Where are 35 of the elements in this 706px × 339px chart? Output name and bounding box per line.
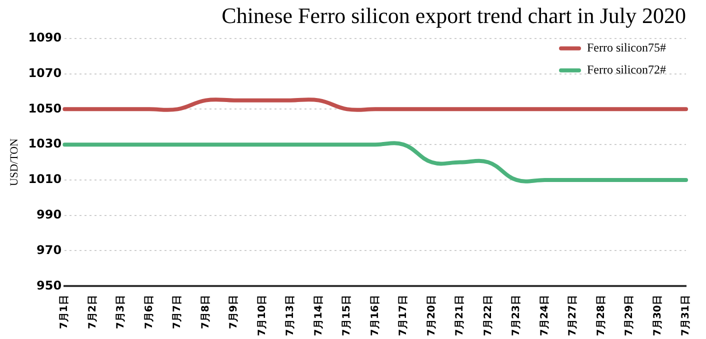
x-tick-label: 7月23日 [511,295,522,336]
y-tick-label: 1090 [28,30,62,45]
y-tick-label: 950 [36,278,62,292]
x-tick-label: 7月13日 [285,295,296,336]
x-tick-label: 7月31日 [680,295,692,336]
y-tick-label: 1010 [28,172,62,186]
x-tick-label: 7月30日 [652,295,664,336]
x-tick-label: 7月28日 [596,295,607,336]
x-tick-label: 7月14日 [313,295,324,336]
x-tick-label: 7月10日 [256,295,268,336]
x-tick-label: 7月22日 [482,295,494,336]
x-tick-label: 7月9日 [228,295,240,330]
x-tick-label: 7月27日 [568,295,579,336]
y-tick-label: 1050 [28,101,62,116]
legend-label: Ferro silicon75# [587,40,666,55]
y-tick-label: 990 [36,207,62,222]
y-tick-label: 1070 [28,66,62,80]
x-tick-label: 7月6日 [144,295,155,330]
y-tick-label: 970 [36,242,62,257]
x-tick-label: 7月15日 [342,295,353,336]
x-tick-label: 7月2日 [87,295,98,330]
x-tick-label: 7月1日 [59,295,70,330]
x-tick-label: 7月8日 [200,295,212,330]
x-tick-label: 7月17日 [398,295,410,336]
x-tick-label: 7月21日 [454,295,466,336]
x-tick-label: 7月20日 [426,295,438,336]
chart-title: Chinese Ferro silicon export trend chart in July 2020 [222,2,686,28]
x-tick-label: 7月16日 [370,295,381,336]
y-tick-label: 1030 [28,136,62,151]
legend-label: Ferro silicon72# [587,62,666,77]
x-tick-label: 7月3日 [116,295,127,330]
x-tick-label: 7月24日 [539,295,550,336]
x-tick-label: 7月7日 [172,295,184,330]
x-tick-label: 7月29日 [624,295,636,336]
y-axis-title: USD/TON [8,138,20,186]
